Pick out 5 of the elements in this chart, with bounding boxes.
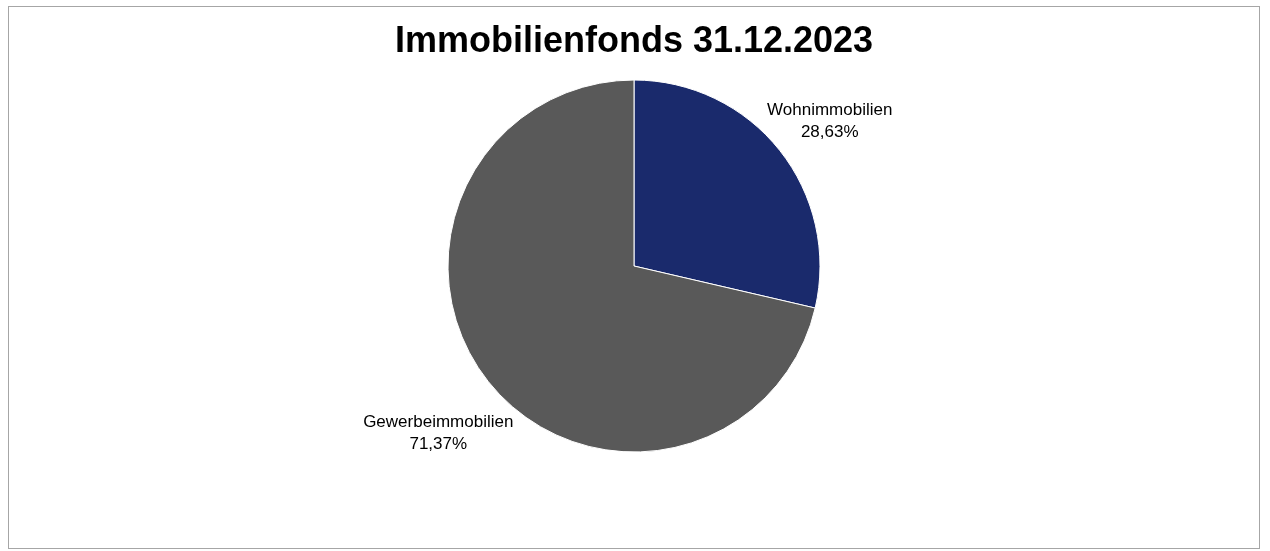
data-label: 71,37% xyxy=(409,433,468,453)
chart-title: Immobilienfonds 31.12.2023 xyxy=(394,19,874,60)
slice-label: Wohnimmobilien xyxy=(767,100,893,120)
data-label: 28,63% xyxy=(800,122,859,142)
slice-label: Gewerbeimmobilien xyxy=(363,411,514,431)
